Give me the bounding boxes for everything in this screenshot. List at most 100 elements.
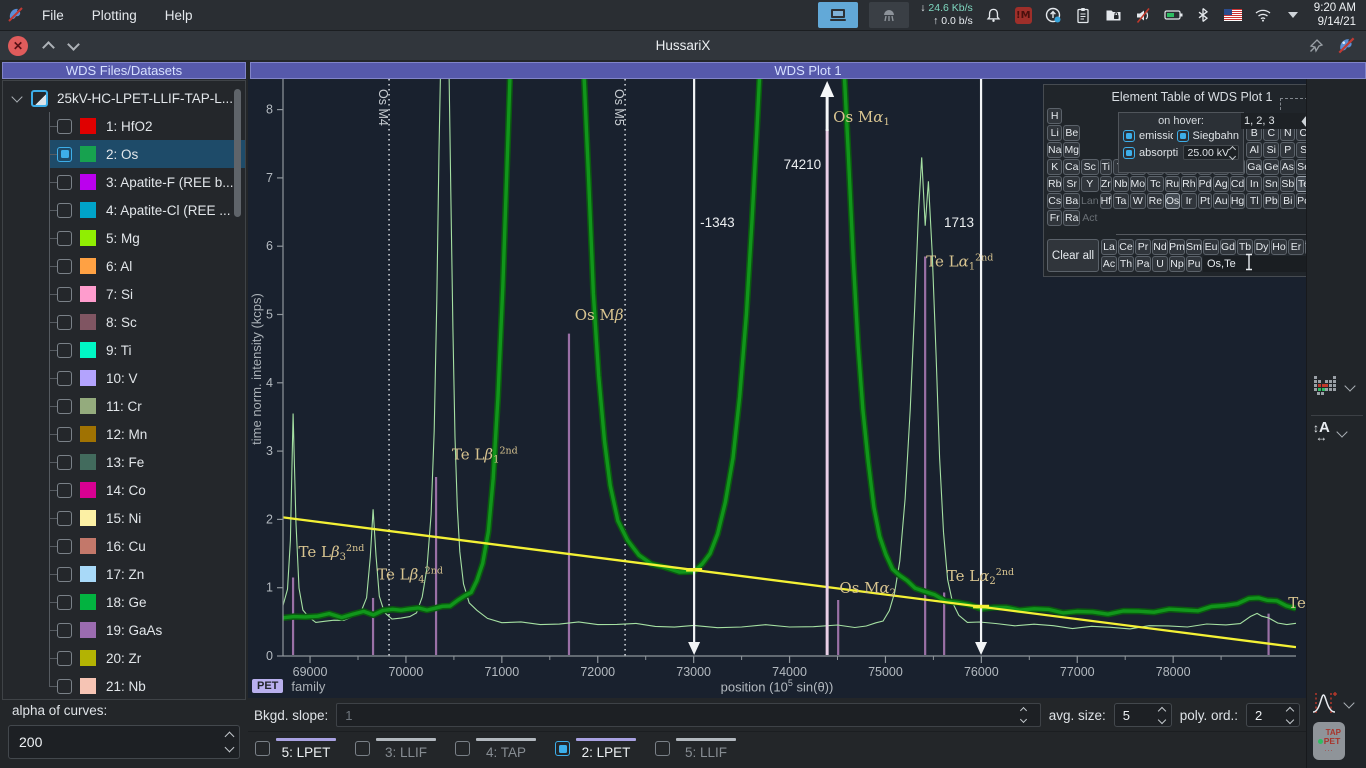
dataset-item[interactable]: 11: Cr bbox=[3, 392, 245, 420]
element-ac[interactable]: Ac bbox=[1101, 256, 1117, 272]
element-np[interactable]: Np bbox=[1169, 256, 1185, 272]
element-ag[interactable]: Ag bbox=[1213, 176, 1229, 192]
dataset-item[interactable]: 3: Apatite-F (REE b... bbox=[3, 168, 245, 196]
plot-title-bar[interactable]: WDS Plot 1 bbox=[250, 62, 1366, 79]
dataset-checkbox[interactable] bbox=[57, 650, 72, 666]
spectrometer-checkbox[interactable] bbox=[355, 741, 370, 756]
chevron-down-icon[interactable] bbox=[1336, 425, 1348, 438]
dataset-item[interactable]: 17: Zn bbox=[3, 560, 245, 588]
network-speed[interactable]: ↓ 24.6 Kb/s ↑ 0.0 b/s bbox=[920, 1, 973, 27]
element-sr[interactable]: Sr bbox=[1063, 176, 1081, 192]
dataset-checkbox[interactable] bbox=[57, 594, 72, 610]
dataset-item[interactable]: 13: Fe bbox=[3, 448, 245, 476]
dataset-checkbox[interactable] bbox=[57, 370, 72, 386]
tree-root-item[interactable]: 25kV-HC-LPET-LLIF-TAP-L... bbox=[3, 84, 245, 112]
dataset-item[interactable]: 15: Ni bbox=[3, 504, 245, 532]
element-ir[interactable]: Ir bbox=[1181, 193, 1197, 209]
dataset-checkbox[interactable] bbox=[57, 398, 72, 414]
element-eu[interactable]: Eu bbox=[1203, 239, 1219, 255]
spectrometer-checkbox[interactable] bbox=[555, 741, 570, 756]
spectrometer-config-button[interactable]: TAP PET ... bbox=[1313, 722, 1345, 760]
dataset-item[interactable]: 7: Si bbox=[3, 280, 245, 308]
spin-up-icon[interactable] bbox=[224, 731, 235, 742]
clock[interactable]: 9:20 AM 9/14/21 bbox=[1313, 1, 1356, 28]
spectrometer-tab[interactable]: 2: LPET bbox=[555, 737, 636, 760]
bkgd-slope-input[interactable]: 1 bbox=[336, 703, 1041, 727]
taskbar-window-active[interactable] bbox=[818, 2, 859, 28]
element-la[interactable]: La bbox=[1101, 239, 1117, 255]
messenger-icon[interactable]: !M bbox=[1014, 6, 1033, 25]
dataset-checkbox[interactable] bbox=[57, 678, 72, 694]
alpha-spinner[interactable]: 200 bbox=[8, 725, 240, 759]
element-cd[interactable]: Cd bbox=[1229, 176, 1246, 192]
element-bi[interactable]: Bi bbox=[1280, 193, 1296, 209]
periodic-table-tool[interactable] bbox=[1313, 375, 1356, 397]
siegbahn-checkbox[interactable] bbox=[1176, 130, 1189, 142]
dataset-item[interactable]: 9: Ti bbox=[3, 336, 245, 364]
battery-icon[interactable] bbox=[1164, 6, 1183, 25]
element-os[interactable]: Os bbox=[1164, 193, 1181, 209]
element-pa[interactable]: Pa bbox=[1135, 256, 1151, 272]
notifications-bell-icon[interactable] bbox=[984, 6, 1003, 25]
dataset-checkbox[interactable] bbox=[57, 622, 72, 638]
spectrometer-tab[interactable]: 3: LLIF bbox=[355, 737, 436, 760]
dataset-checkbox[interactable] bbox=[57, 230, 72, 246]
element-ho[interactable]: Ho bbox=[1271, 239, 1287, 255]
dataset-checkbox[interactable] bbox=[57, 314, 72, 330]
pin-icon[interactable] bbox=[1308, 38, 1324, 54]
element-ru[interactable]: Ru bbox=[1164, 176, 1181, 192]
dataset-checkbox[interactable] bbox=[57, 258, 72, 274]
poly-ord-spinner[interactable]: 2 bbox=[1246, 703, 1300, 727]
element-li[interactable]: Li bbox=[1047, 125, 1063, 141]
element-hg[interactable]: Hg bbox=[1229, 193, 1246, 209]
dataset-checkbox[interactable] bbox=[57, 202, 72, 218]
dataset-item[interactable]: 18: Ge bbox=[3, 588, 245, 616]
element-pd[interactable]: Pd bbox=[1197, 176, 1213, 192]
kv-spinner[interactable]: 25.00 kV bbox=[1182, 145, 1239, 160]
taskbar-window-inactive[interactable] bbox=[869, 2, 910, 28]
dataset-checkbox[interactable] bbox=[57, 566, 72, 582]
dataset-item[interactable]: 21: Nb bbox=[3, 672, 245, 699]
chevron-down-icon[interactable] bbox=[1343, 697, 1355, 709]
element-sm[interactable]: Sm bbox=[1186, 239, 1202, 255]
dataset-item[interactable]: 20: Zr bbox=[3, 644, 245, 672]
element-tc[interactable]: Tc bbox=[1147, 176, 1164, 192]
element-y[interactable]: Y bbox=[1081, 176, 1099, 192]
keyboard-layout-flag[interactable] bbox=[1224, 6, 1243, 25]
dataset-checkbox[interactable] bbox=[57, 146, 72, 162]
spectrometer-tab[interactable]: 4: TAP bbox=[455, 737, 536, 760]
emission-checkbox[interactable] bbox=[1123, 130, 1135, 142]
element-fr[interactable]: Fr bbox=[1047, 210, 1063, 226]
avg-size-spinner[interactable]: 5 bbox=[1113, 703, 1172, 727]
element-re[interactable]: Re bbox=[1147, 193, 1164, 209]
wifi-icon[interactable] bbox=[1254, 6, 1273, 25]
dataset-checkbox[interactable] bbox=[57, 118, 72, 134]
element-nd[interactable]: Nd bbox=[1152, 239, 1168, 255]
element-mg[interactable]: Mg bbox=[1063, 142, 1081, 158]
menu-file[interactable]: File bbox=[42, 7, 64, 23]
element-al[interactable]: Al bbox=[1246, 142, 1263, 158]
dataset-checkbox[interactable] bbox=[57, 342, 72, 358]
updates-icon[interactable] bbox=[1044, 6, 1063, 25]
tree-root-checkbox[interactable] bbox=[31, 89, 48, 107]
peak-regions-tool[interactable] bbox=[1311, 691, 1355, 715]
spin-down-icon[interactable] bbox=[224, 742, 235, 753]
font-scale-tool[interactable]: ↕A ↔ bbox=[1313, 420, 1348, 442]
dataset-item[interactable]: 1: HfO2 bbox=[3, 112, 245, 140]
menu-plotting[interactable]: Plotting bbox=[91, 7, 137, 23]
dataset-checkbox[interactable] bbox=[57, 286, 72, 302]
element-pb[interactable]: Pb bbox=[1263, 193, 1280, 209]
dataset-checkbox[interactable] bbox=[57, 454, 72, 470]
dataset-item[interactable]: 5: Mg bbox=[3, 224, 245, 252]
element-cs[interactable]: Cs bbox=[1047, 193, 1063, 209]
element-pr[interactable]: Pr bbox=[1135, 239, 1151, 255]
element-k[interactable]: K bbox=[1047, 159, 1063, 175]
chevron-down-icon[interactable] bbox=[1344, 380, 1356, 392]
element-ra[interactable]: Ra bbox=[1063, 210, 1081, 226]
dataset-checkbox[interactable] bbox=[57, 510, 72, 526]
dataset-item[interactable]: 8: Sc bbox=[3, 308, 245, 336]
dataset-item[interactable]: 16: Cu bbox=[3, 532, 245, 560]
element-ge[interactable]: Ge bbox=[1263, 159, 1280, 175]
element-ca[interactable]: Ca bbox=[1063, 159, 1081, 175]
